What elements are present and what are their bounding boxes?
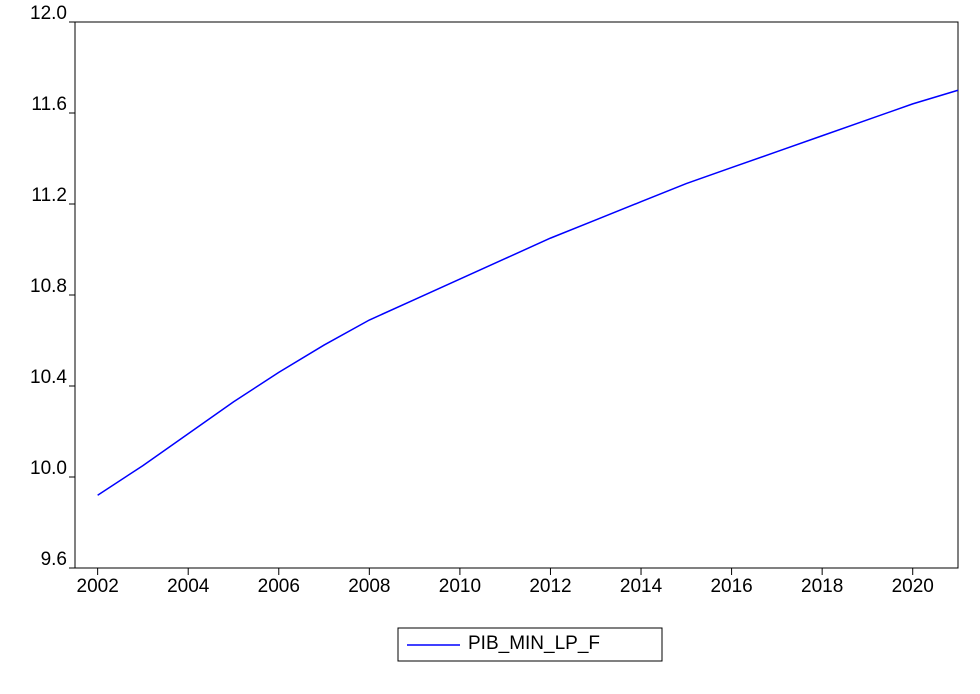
legend-label: PIB_MIN_LP_F: [468, 633, 600, 654]
x-tick-label: 2004: [167, 576, 210, 597]
x-tick-label: 2010: [439, 576, 481, 597]
x-tick-label: 2018: [801, 576, 843, 597]
series-line: [97, 89, 959, 496]
y-tick-label: 12.0: [30, 3, 67, 24]
x-tick-label: 2008: [348, 576, 390, 597]
x-tick-label: 2006: [258, 576, 300, 597]
x-tick-label: 2002: [77, 576, 119, 597]
y-tick-label: 10.8: [30, 276, 67, 297]
y-tick-label: 11.2: [31, 185, 67, 206]
y-tick-label: 10.4: [30, 367, 67, 388]
y-tick-label: 9.6: [41, 549, 67, 570]
y-tick-label: 10.0: [30, 458, 67, 479]
x-tick-label: 2016: [710, 576, 752, 597]
y-tick-label: 11.6: [31, 94, 67, 115]
x-tick-label: 2014: [620, 576, 663, 597]
plot-frame: [74, 21, 959, 569]
x-tick-label: 2012: [529, 576, 571, 597]
x-tick-label: 2020: [892, 576, 934, 597]
